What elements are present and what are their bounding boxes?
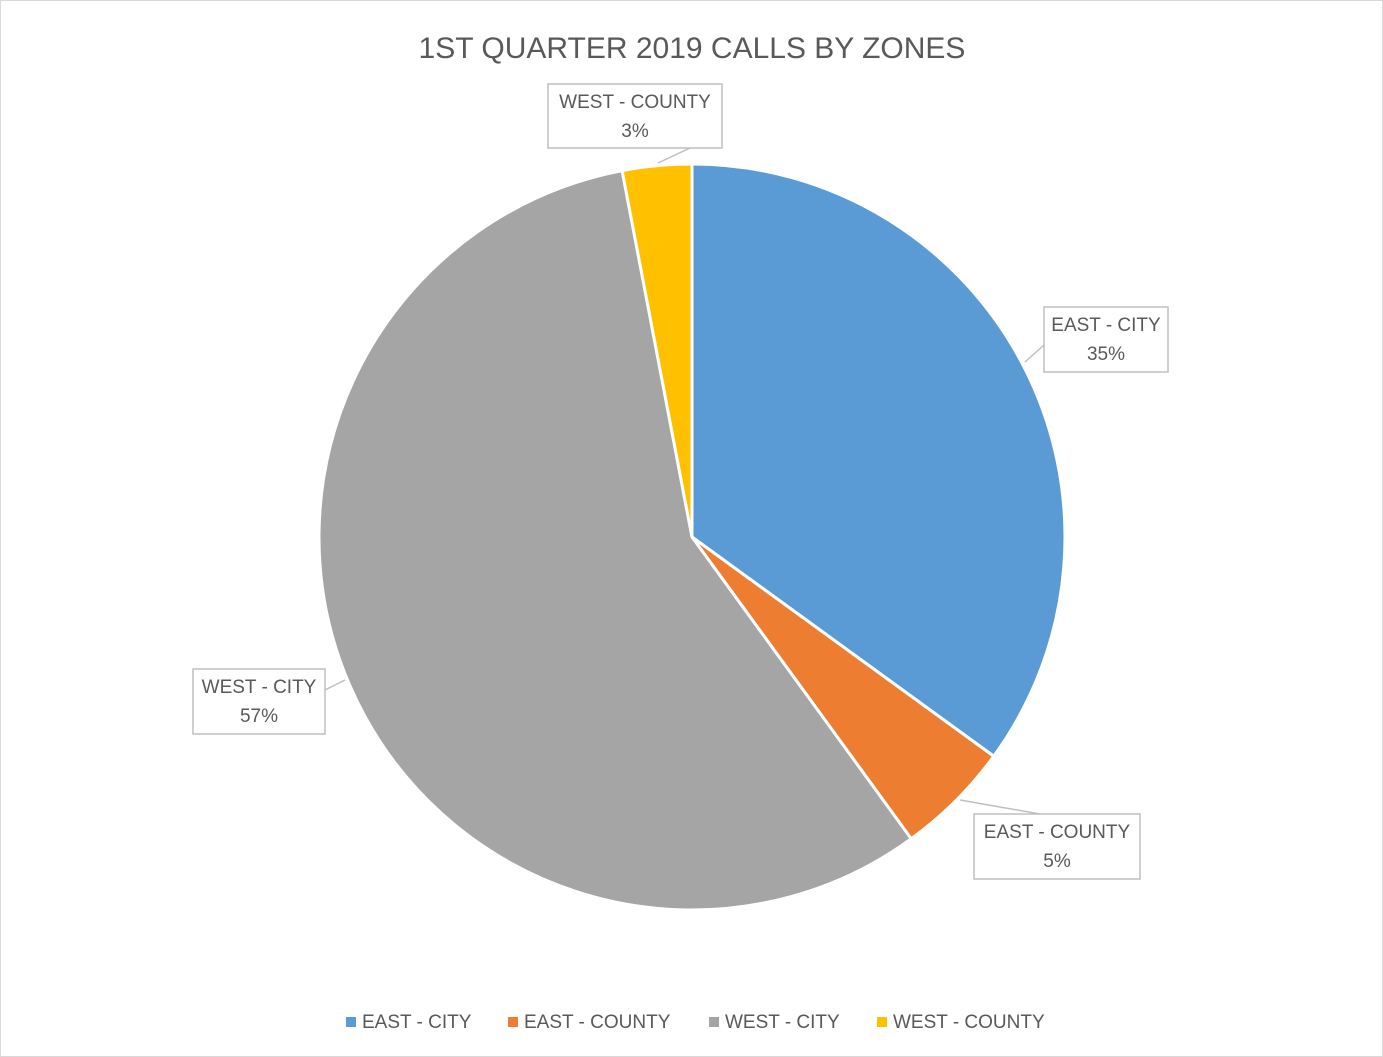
chart-title: 1ST QUARTER 2019 CALLS BY ZONES <box>419 32 966 65</box>
legend-label: WEST - CITY <box>725 1012 840 1033</box>
data-label-box <box>547 83 723 149</box>
data-label-name: EAST - COUNTY <box>984 822 1131 843</box>
pie-slice <box>690 162 1067 759</box>
pie-slice <box>620 162 694 538</box>
legend-swatch <box>877 1017 887 1027</box>
data-label-name: WEST - CITY <box>202 677 317 698</box>
data-label-name: WEST - COUNTY <box>559 92 711 113</box>
legend-swatch <box>346 1017 356 1027</box>
callout-tail <box>657 147 691 164</box>
legend-label: EAST - CITY <box>362 1012 472 1033</box>
legend-label: WEST - COUNTY <box>893 1012 1045 1033</box>
data-label-box <box>1043 306 1169 373</box>
callout-tail <box>324 679 346 691</box>
callout-tail <box>1024 344 1045 363</box>
data-label-box <box>192 668 326 735</box>
legend-swatch <box>508 1017 518 1027</box>
data-label-box <box>973 813 1141 880</box>
data-label-value: 35% <box>1087 344 1125 365</box>
callout-tail <box>959 799 1041 815</box>
legend-label: EAST - COUNTY <box>524 1012 671 1033</box>
pie-slice <box>317 168 914 912</box>
data-label-value: 3% <box>621 121 649 142</box>
data-label-name: EAST - CITY <box>1051 315 1161 336</box>
data-label-value: 5% <box>1043 851 1071 872</box>
legend-swatch <box>709 1017 719 1027</box>
data-label-value: 57% <box>240 706 278 727</box>
